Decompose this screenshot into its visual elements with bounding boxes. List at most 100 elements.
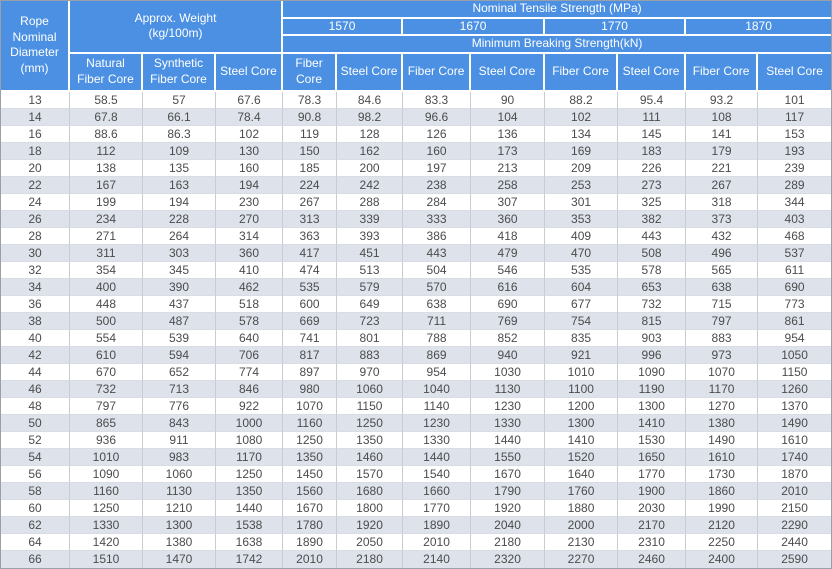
header-synthetic-fiber-core: Synthetic Fiber Core bbox=[143, 53, 216, 92]
value-cell: 183 bbox=[618, 142, 687, 160]
value-cell: 311 bbox=[70, 244, 143, 262]
value-cell: 677 bbox=[545, 295, 619, 313]
header-grade-1670: 1670 bbox=[403, 18, 546, 37]
value-cell: 1000 bbox=[216, 414, 284, 432]
value-cell: 194 bbox=[143, 193, 216, 211]
value-cell: 1060 bbox=[337, 380, 404, 398]
value-cell: 1030 bbox=[471, 363, 546, 381]
value-cell: 437 bbox=[143, 295, 216, 313]
header-approx-weight: Approx. Weight (kg/100m) bbox=[70, 1, 284, 54]
value-cell: 86.3 bbox=[143, 125, 216, 143]
value-cell: 393 bbox=[337, 227, 404, 245]
value-cell: 2150 bbox=[758, 499, 832, 517]
value-cell: 1490 bbox=[686, 431, 759, 449]
value-cell: 2040 bbox=[471, 516, 546, 534]
value-cell: 496 bbox=[686, 244, 759, 262]
value-cell: 1520 bbox=[545, 448, 619, 466]
table-row: 28 271 264 314 363 393 386 418 409 443 432 468 bbox=[1, 227, 832, 245]
table-row: 50 865 843 1000 1160 1250 1230 1330 1300 1410 1380… bbox=[1, 414, 832, 432]
value-cell: 711 bbox=[403, 312, 472, 330]
value-cell: 2180 bbox=[471, 533, 546, 551]
value-cell: 160 bbox=[403, 142, 472, 160]
value-cell: 2120 bbox=[686, 516, 759, 534]
value-cell: 239 bbox=[758, 159, 832, 177]
value-cell: 1860 bbox=[686, 482, 759, 500]
value-cell: 690 bbox=[758, 278, 832, 296]
value-cell: 973 bbox=[686, 346, 759, 364]
value-cell: 801 bbox=[337, 329, 404, 347]
value-cell: 451 bbox=[337, 244, 404, 262]
value-cell: 1250 bbox=[283, 431, 338, 449]
value-cell: 360 bbox=[471, 210, 546, 228]
value-cell: 258 bbox=[471, 176, 546, 194]
value-cell: 111 bbox=[618, 108, 687, 126]
table-row: 40 554 539 640 741 801 788 852 835 903 883 954 bbox=[1, 329, 832, 347]
value-cell: 670 bbox=[70, 363, 143, 381]
value-cell: 1210 bbox=[143, 499, 216, 517]
value-cell: 2050 bbox=[337, 533, 404, 551]
value-cell: 554 bbox=[70, 329, 143, 347]
diameter-cell: 22 bbox=[1, 176, 70, 194]
value-cell: 2010 bbox=[403, 533, 472, 551]
value-cell: 669 bbox=[283, 312, 338, 330]
value-cell: 883 bbox=[337, 346, 404, 364]
value-cell: 843 bbox=[143, 414, 216, 432]
value-cell: 93.2 bbox=[686, 91, 759, 109]
value-cell: 119 bbox=[283, 125, 338, 143]
value-cell: 418 bbox=[471, 227, 546, 245]
value-cell: 67.6 bbox=[216, 91, 284, 109]
value-cell: 1170 bbox=[216, 448, 284, 466]
table-row: 58 1160 1130 1350 1560 1680 1660 1790 1760 1900 18… bbox=[1, 482, 832, 500]
value-cell: 883 bbox=[686, 329, 759, 347]
diameter-cell: 20 bbox=[1, 159, 70, 177]
table-row: 56 1090 1060 1250 1450 1570 1540 1670 1640 1770 17… bbox=[1, 465, 832, 483]
value-cell: 199 bbox=[70, 193, 143, 211]
value-cell: 1150 bbox=[337, 397, 404, 415]
value-cell: 2460 bbox=[618, 550, 687, 568]
value-cell: 1200 bbox=[545, 397, 619, 415]
value-cell: 288 bbox=[337, 193, 404, 211]
value-cell: 145 bbox=[618, 125, 687, 143]
value-cell: 1538 bbox=[216, 516, 284, 534]
value-cell: 1410 bbox=[618, 414, 687, 432]
value-cell: 78.3 bbox=[283, 91, 338, 109]
table-row: 18 112 109 130 150 162 160 173 169 183 179 193 bbox=[1, 142, 832, 160]
header-fiber-core-1870: Fiber Core bbox=[686, 53, 759, 92]
value-cell: 462 bbox=[216, 278, 284, 296]
value-cell: 1770 bbox=[618, 465, 687, 483]
value-cell: 67.8 bbox=[70, 108, 143, 126]
value-cell: 1650 bbox=[618, 448, 687, 466]
value-cell: 109 bbox=[143, 142, 216, 160]
value-cell: 135 bbox=[143, 159, 216, 177]
value-cell: 578 bbox=[216, 312, 284, 330]
value-cell: 193 bbox=[758, 142, 832, 160]
value-cell: 835 bbox=[545, 329, 619, 347]
header-grade-1770: 1770 bbox=[545, 18, 687, 37]
table-row: 22 167 163 194 224 242 238 258 253 273 267 289 bbox=[1, 176, 832, 194]
value-cell: 2010 bbox=[283, 550, 338, 568]
value-cell: 921 bbox=[545, 346, 619, 364]
value-cell: 2270 bbox=[545, 550, 619, 568]
value-cell: 690 bbox=[471, 295, 546, 313]
diameter-cell: 42 bbox=[1, 346, 70, 364]
value-cell: 197 bbox=[403, 159, 472, 177]
value-cell: 1130 bbox=[471, 380, 546, 398]
value-cell: 443 bbox=[618, 227, 687, 245]
diameter-cell: 44 bbox=[1, 363, 70, 381]
value-cell: 1070 bbox=[283, 397, 338, 415]
value-cell: 134 bbox=[545, 125, 619, 143]
value-cell: 1100 bbox=[545, 380, 619, 398]
value-cell: 390 bbox=[143, 278, 216, 296]
value-cell: 1890 bbox=[283, 533, 338, 551]
diameter-cell: 13 bbox=[1, 91, 70, 109]
diameter-cell: 46 bbox=[1, 380, 70, 398]
table-row: 66 1510 1470 1742 2010 2180 2140 2320 2270 2460 24… bbox=[1, 550, 832, 568]
value-cell: 1040 bbox=[403, 380, 472, 398]
value-cell: 360 bbox=[216, 244, 284, 262]
header-fiber-core-1770: Fiber Core bbox=[545, 53, 619, 92]
value-cell: 479 bbox=[471, 244, 546, 262]
value-cell: 1230 bbox=[471, 397, 546, 415]
value-cell: 448 bbox=[70, 295, 143, 313]
value-cell: 936 bbox=[70, 431, 143, 449]
